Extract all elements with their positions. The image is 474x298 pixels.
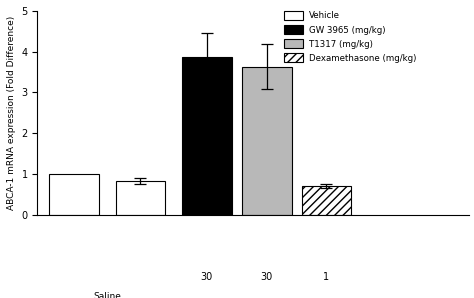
Text: Saline
challenge: Saline challenge <box>85 292 129 298</box>
Bar <box>301 186 351 215</box>
Text: 30: 30 <box>201 271 213 282</box>
Bar <box>116 181 165 215</box>
Bar <box>242 67 292 215</box>
Legend: Vehicle, GW 3965 (mg/kg), T1317 (mg/kg), Dexamethasone (mg/kg): Vehicle, GW 3965 (mg/kg), T1317 (mg/kg),… <box>283 11 417 63</box>
Text: 30: 30 <box>261 271 273 282</box>
Y-axis label: ABCA-1 mRNA expression (Fold Difference): ABCA-1 mRNA expression (Fold Difference) <box>7 15 16 210</box>
Bar <box>182 57 232 215</box>
Text: 1: 1 <box>323 271 329 282</box>
Bar <box>49 174 99 215</box>
